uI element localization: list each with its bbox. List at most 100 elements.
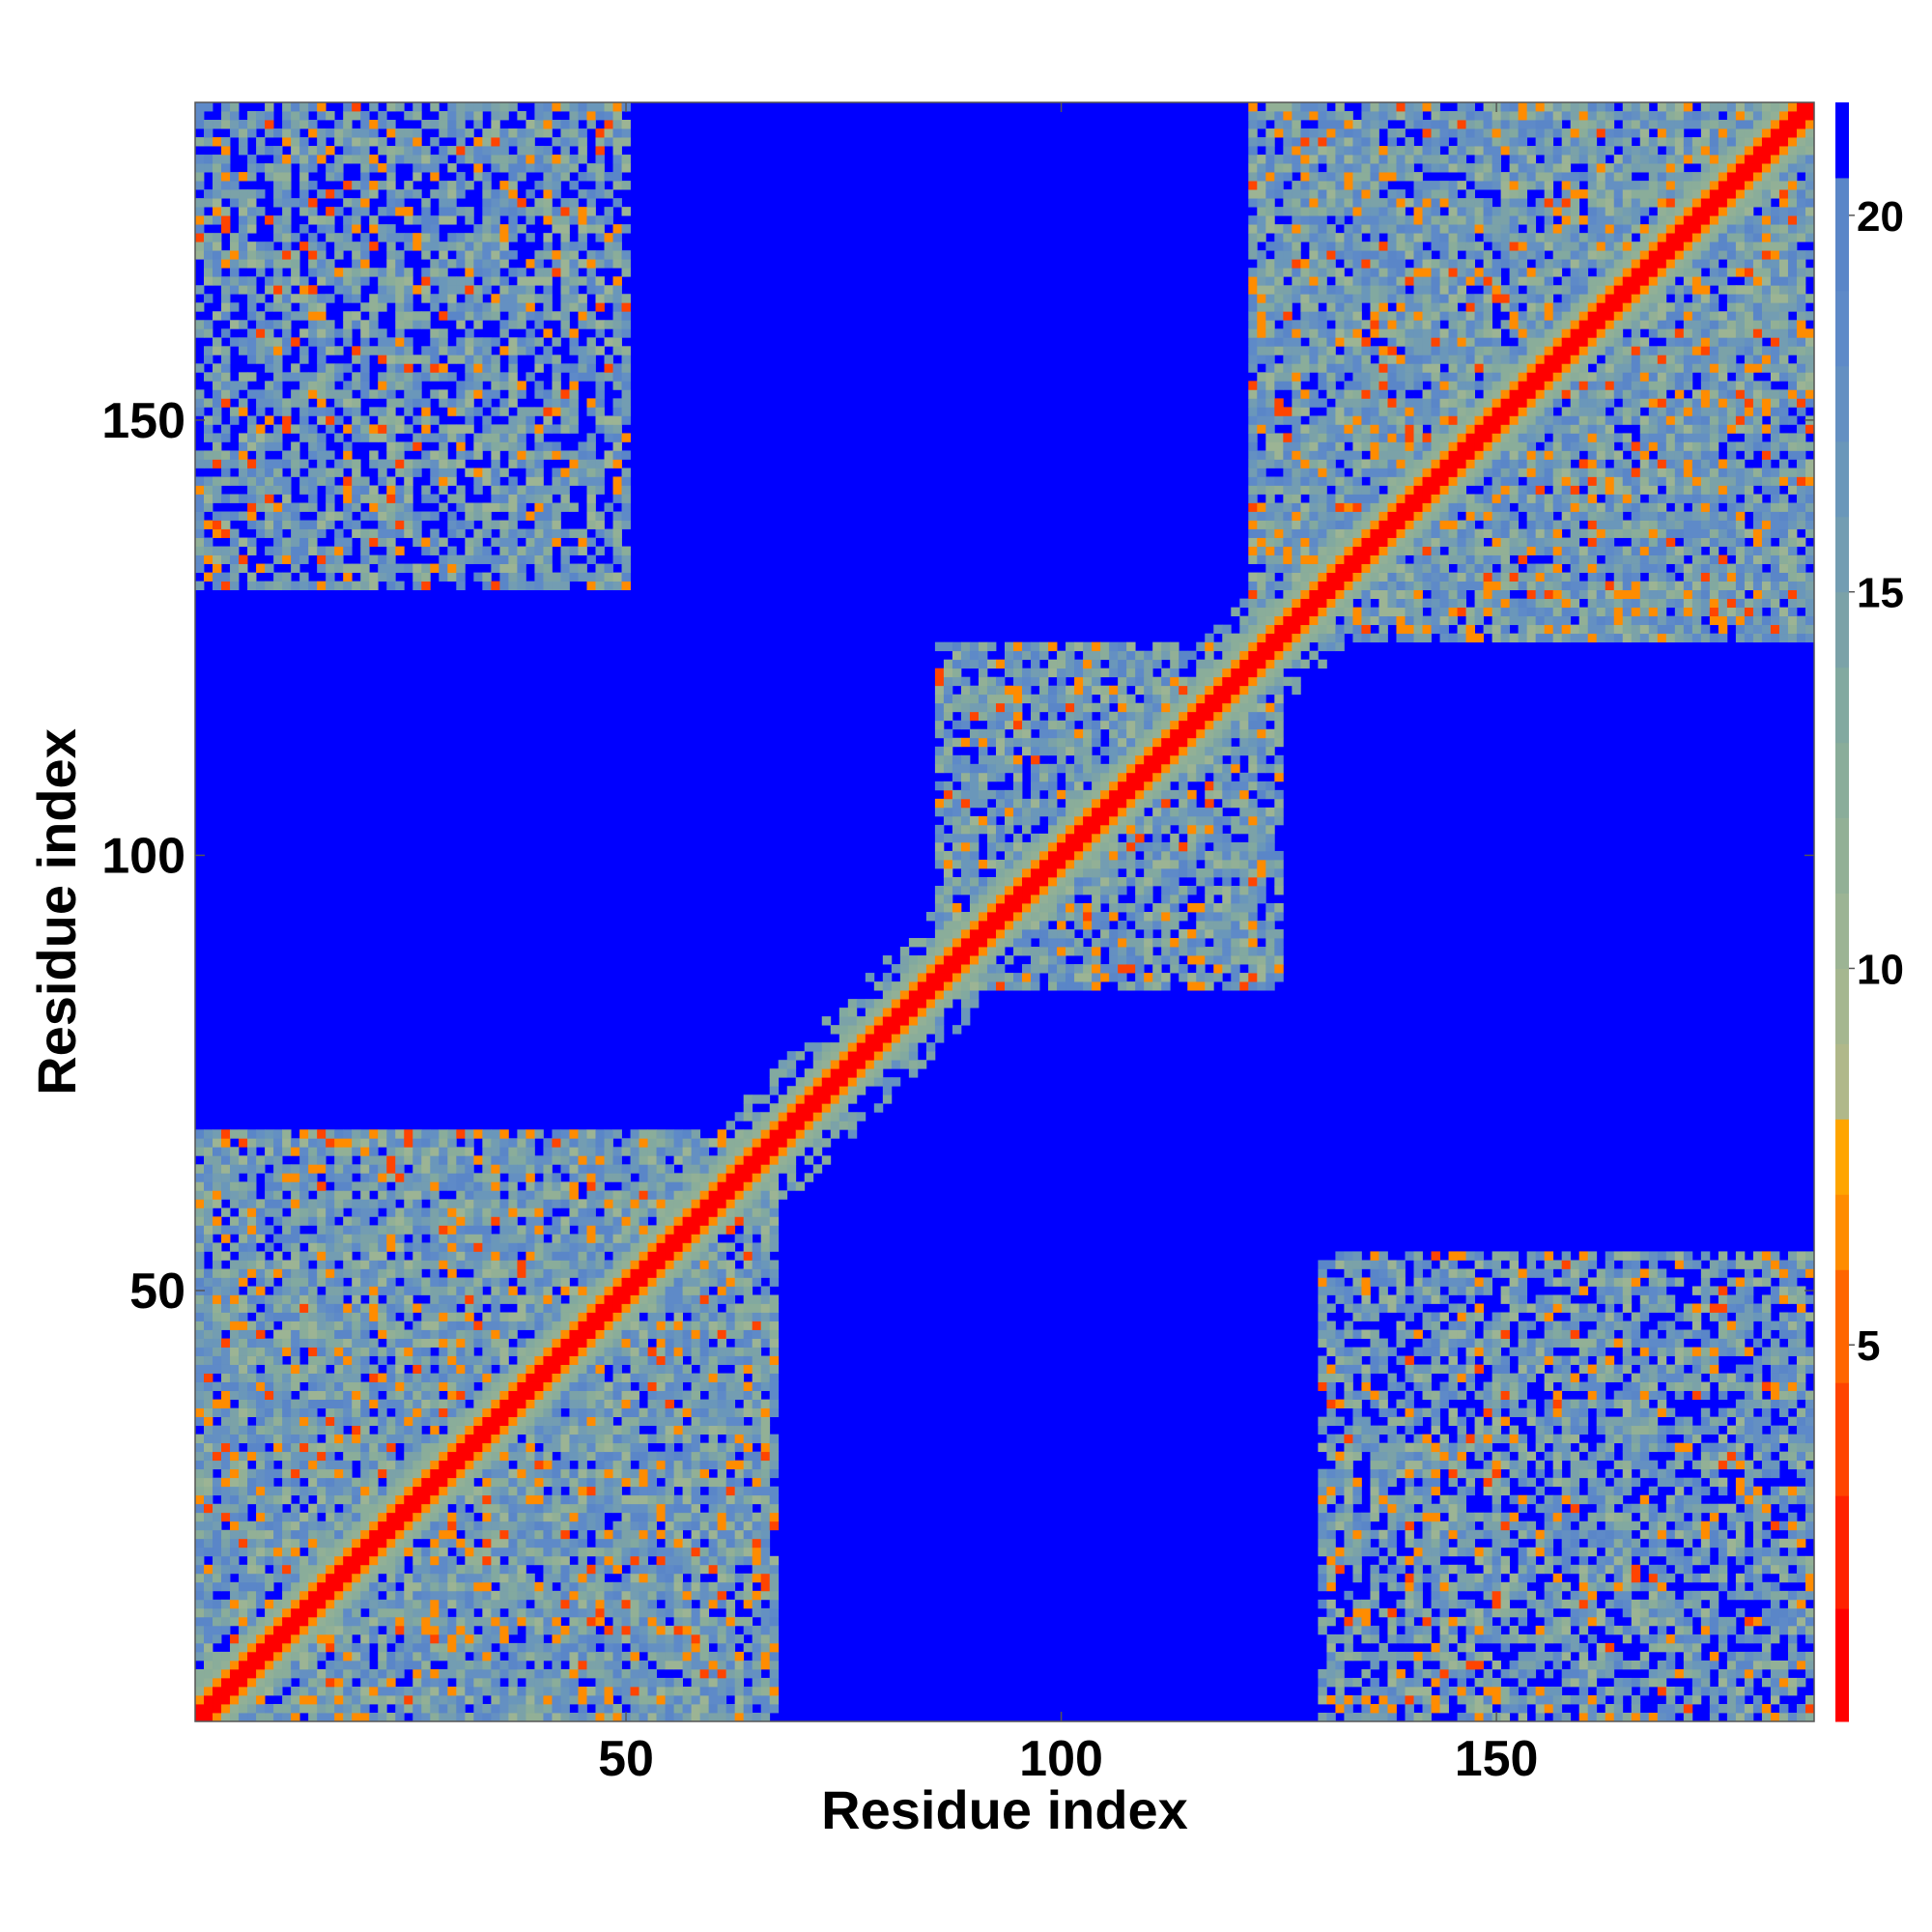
heatmap-cell (221, 346, 231, 355)
heatmap-cell (473, 1390, 483, 1400)
heatmap-cell (230, 581, 240, 590)
heatmap-cell (552, 1590, 561, 1601)
heatmap-cell (621, 1242, 631, 1252)
heatmap-cell (491, 155, 500, 164)
heatmap-cell (569, 424, 579, 434)
heatmap-cell (439, 259, 448, 269)
heatmap-cell (386, 155, 396, 164)
heatmap-cell (404, 1155, 413, 1165)
heatmap-cell (343, 320, 353, 329)
heatmap-cell (447, 1703, 457, 1714)
heatmap-cell (439, 1442, 448, 1453)
heatmap-cell (326, 1425, 335, 1435)
heatmap-cell (221, 389, 231, 399)
heatmap-cell (299, 1564, 309, 1575)
heatmap-cell (578, 1381, 587, 1391)
heatmap-cell (595, 1486, 605, 1496)
heatmap-cell (491, 389, 500, 399)
heatmap-cell (213, 1303, 222, 1313)
heatmap-cell (352, 1355, 361, 1365)
heatmap-cell (378, 1399, 387, 1409)
heatmap-cell (204, 485, 213, 495)
heatmap-cell (204, 1486, 213, 1496)
heatmap-cell (282, 128, 292, 138)
heatmap-cell (534, 1668, 544, 1679)
heatmap-cell (534, 1225, 544, 1235)
heatmap-cell (291, 1303, 300, 1313)
heatmap-cell (534, 1338, 544, 1348)
heatmap-cell (508, 459, 518, 469)
heatmap-cell (578, 355, 587, 364)
heatmap-cell (204, 1564, 213, 1575)
heatmap-cell (343, 1694, 353, 1705)
heatmap-cell (595, 1668, 605, 1679)
heatmap-cell (273, 1634, 283, 1644)
heatmap-cell (195, 1677, 205, 1688)
heatmap-cell (526, 1268, 535, 1278)
heatmap-cell (256, 1355, 266, 1365)
heatmap-cell (604, 137, 613, 147)
heatmap-cell (334, 1547, 344, 1557)
heatmap-cell (430, 1686, 440, 1696)
heatmap-cell (543, 1321, 553, 1330)
heatmap-cell (508, 1677, 518, 1688)
heatmap-cell (343, 1216, 353, 1226)
heatmap-cell (595, 1416, 605, 1427)
heatmap-cell (543, 1407, 553, 1418)
heatmap-cell (491, 111, 500, 121)
heatmap-cell (265, 1190, 274, 1200)
heatmap-cell (221, 1573, 231, 1583)
heatmap-cell (612, 163, 622, 173)
heatmap-cell (543, 233, 553, 242)
heatmap-cell (526, 1190, 535, 1200)
heatmap-cell (456, 1208, 466, 1217)
heatmap-cell (595, 581, 605, 590)
heatmap-cell (326, 1173, 335, 1182)
heatmap-cell (499, 1512, 509, 1522)
heatmap-cell (317, 1190, 327, 1200)
heatmap-cell (612, 1303, 622, 1313)
heatmap-cell (334, 563, 344, 573)
heatmap-cell (352, 1286, 361, 1295)
heatmap-cell (456, 250, 466, 260)
heatmap-cell (317, 1555, 327, 1566)
heatmap-cell (612, 1381, 622, 1391)
heatmap-cell (360, 537, 370, 547)
heatmap-cell (395, 355, 405, 364)
heatmap-cell (612, 1399, 622, 1409)
heatmap-cell (221, 1581, 231, 1592)
heatmap-cell (204, 1547, 213, 1557)
heatmap-cell (299, 1164, 309, 1174)
heatmap-cell (404, 1338, 413, 1348)
heatmap-cell (326, 1668, 335, 1679)
heatmap-cell (334, 485, 344, 495)
heatmap-cell (317, 450, 327, 460)
heatmap-cell (430, 1173, 440, 1182)
heatmap-cell (456, 1503, 466, 1514)
heatmap-cell (552, 1347, 561, 1356)
heatmap-cell (543, 250, 553, 260)
heatmap-cell (221, 433, 231, 442)
heatmap-cell (378, 372, 387, 382)
heatmap-cell (612, 1442, 622, 1453)
heatmap-cell (282, 1625, 292, 1635)
heatmap-cell (552, 1321, 561, 1330)
heatmap-cell (326, 1268, 335, 1278)
heatmap-cell (386, 1607, 396, 1618)
heatmap-cell (204, 242, 213, 251)
heatmap-cell (360, 1555, 370, 1566)
heatmap-cell (508, 207, 518, 216)
heatmap-cell (369, 407, 379, 416)
heatmap-cell (404, 1642, 413, 1653)
heatmap-cell (578, 476, 587, 486)
heatmap-cell (491, 1451, 500, 1462)
heatmap-cell (239, 1390, 248, 1400)
heatmap-cell (430, 1460, 440, 1470)
heatmap-cell (343, 1407, 353, 1418)
heatmap-cell (578, 1555, 587, 1566)
heatmap-cell (352, 1390, 361, 1400)
heatmap-cell (621, 1503, 631, 1514)
heatmap-cell (247, 424, 257, 434)
heatmap-cell (221, 1425, 231, 1435)
heatmap-cell (247, 1538, 257, 1548)
